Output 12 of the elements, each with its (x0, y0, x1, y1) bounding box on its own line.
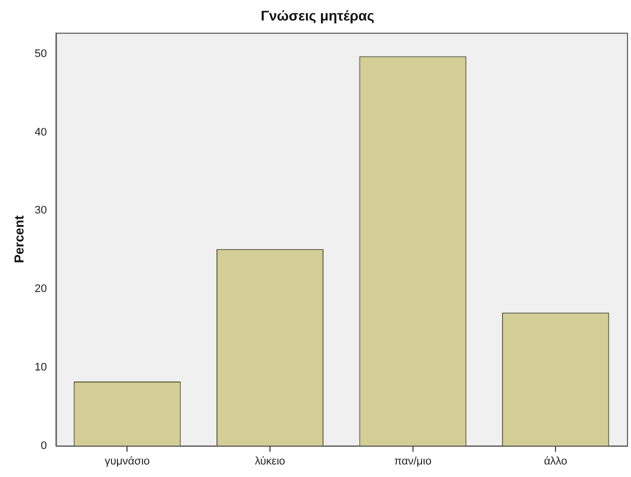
y-tick-label: 0 (40, 440, 47, 452)
x-tick-label: παν/μιο (394, 455, 432, 468)
y-tick-label: 40 (34, 126, 47, 138)
y-tick-label: 10 (34, 361, 47, 374)
y-tick-label: 50 (34, 48, 47, 60)
chart-title: Γνώσεις μητέρας (260, 7, 374, 24)
y-tick-label: 30 (34, 204, 47, 217)
y-tick-label: 20 (34, 283, 47, 296)
x-tick-label: άλλο (544, 455, 568, 468)
x-tick-label: λύκειο (254, 455, 286, 468)
x-tick-label: γυμνάσιο (104, 455, 150, 468)
y-axis-title: Percent (11, 214, 26, 264)
